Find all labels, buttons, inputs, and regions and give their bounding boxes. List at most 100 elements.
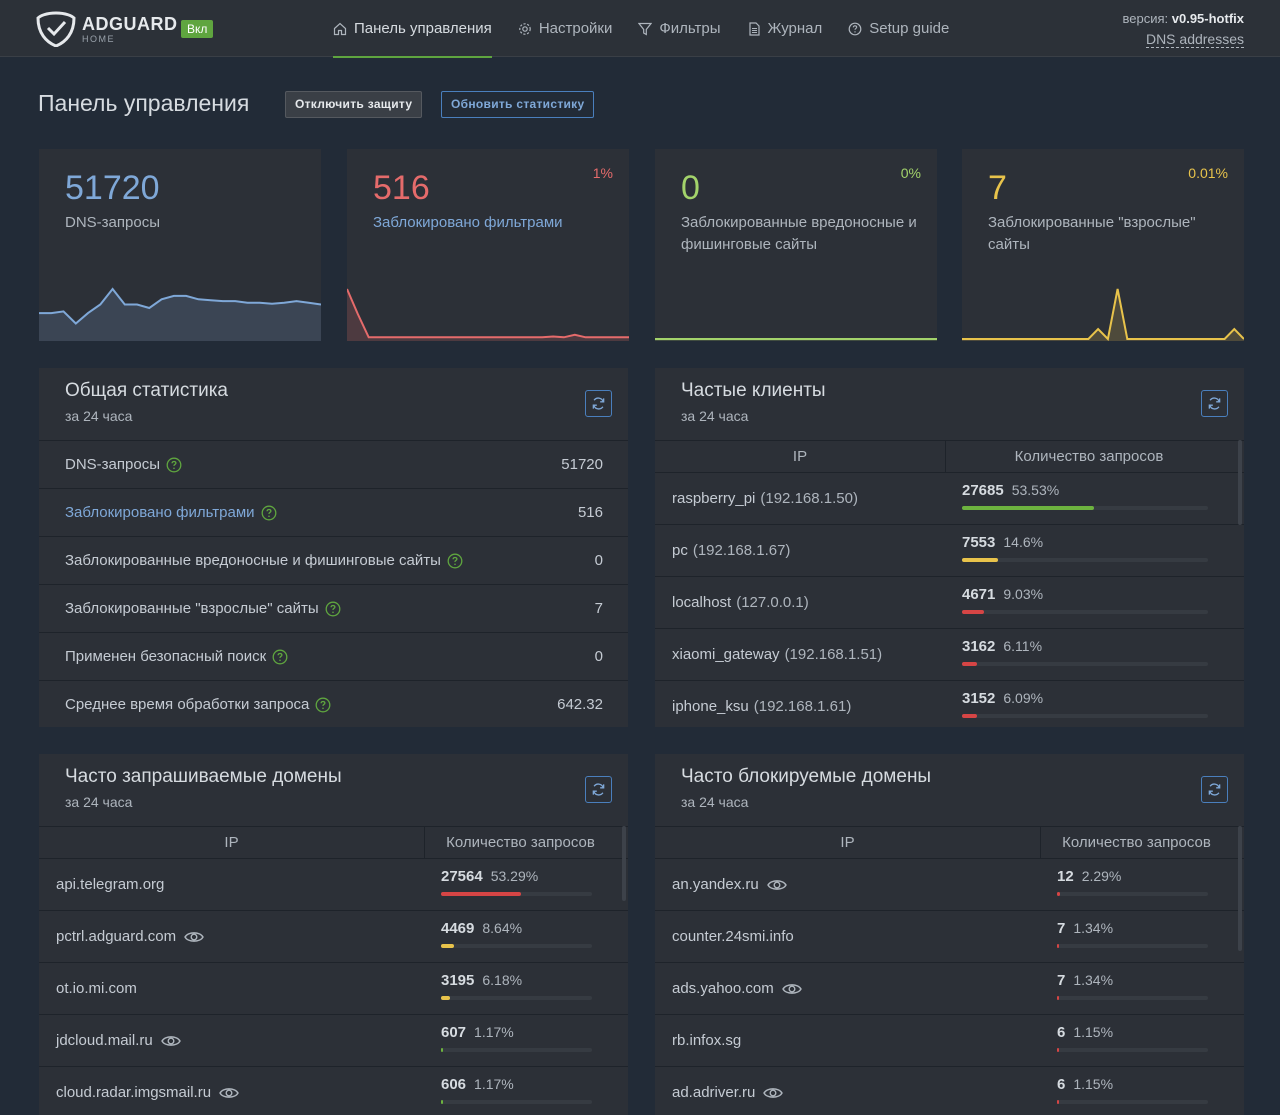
clients-table: IP Количество запросов raspberry_pi (192.16… <box>655 440 1244 727</box>
scrollbar[interactable] <box>622 826 626 901</box>
domain-name: rb.infox.sg <box>672 1032 742 1049</box>
domain-name: api.telegram.org <box>56 876 165 893</box>
progress-fill <box>962 610 984 614</box>
adguard-logo-icon[interactable] <box>36 11 76 47</box>
request-percent: 6.11% <box>1003 638 1043 654</box>
progress-track <box>962 610 1208 614</box>
general-stat-label: Заблокированные вредоносные и фишинговые… <box>65 552 595 569</box>
client-ip: (192.168.1.50) <box>760 490 858 507</box>
stat-sparkline <box>962 288 1244 341</box>
refresh-icon[interactable] <box>1201 776 1228 803</box>
table-cell-count: 27685 53.53% <box>946 473 1232 524</box>
progress-fill <box>1057 1048 1059 1052</box>
refresh-arrows-icon <box>592 397 605 410</box>
general-stat-label-text: DNS-запросы <box>65 456 160 473</box>
count-line: 27685 53.53% <box>962 482 1059 499</box>
sparkline-area <box>39 289 321 341</box>
brand-name: ADGUARD <box>82 14 178 34</box>
help-icon[interactable] <box>166 457 182 473</box>
eye-icon[interactable] <box>160 1034 181 1048</box>
stat-percent: 1% <box>592 165 613 181</box>
progress-fill <box>1057 892 1060 896</box>
refresh-icon[interactable] <box>585 776 612 803</box>
column-header-count[interactable]: Количество запросов <box>1062 834 1211 851</box>
column-header-count[interactable]: Количество запросов <box>1014 448 1164 465</box>
help-icon[interactable] <box>447 553 463 569</box>
eye-icon[interactable] <box>781 982 802 996</box>
table-row: ads.yahoo.com 7 1.34% <box>655 962 1244 1014</box>
nav-log[interactable]: Журнал <box>747 0 822 57</box>
scrollbar[interactable] <box>1238 440 1242 525</box>
refresh-arrows-icon <box>592 783 605 796</box>
table-row: ad.adriver.ru 6 1.15% <box>655 1066 1244 1115</box>
general-stat-value: 0 <box>594 552 603 569</box>
help-icon[interactable] <box>261 505 277 521</box>
nav-dashboard[interactable]: Панель управления <box>333 0 492 58</box>
progress-fill <box>962 714 977 718</box>
progress-track <box>962 558 1208 562</box>
eye-icon[interactable] <box>184 930 204 944</box>
column-header-ip[interactable]: IP <box>39 827 425 858</box>
client-ip: (192.168.1.51) <box>784 646 883 663</box>
progress-track <box>441 1100 592 1104</box>
eye-icon[interactable] <box>763 1086 784 1100</box>
table-cell-ip: api.telegram.org <box>39 859 425 910</box>
table-cell-ip: ad.adriver.ru <box>655 1067 1041 1115</box>
scrollbar[interactable] <box>1238 826 1242 951</box>
request-count: 27685 <box>962 482 1004 499</box>
request-percent: 8.64% <box>482 920 523 936</box>
request-count: 606 <box>441 1076 467 1093</box>
stat-label: Заблокированные вредоносные и фишинговые… <box>681 214 917 253</box>
refresh-icon[interactable] <box>1201 390 1228 417</box>
general-stat-row: Заблокированные вредоносные и фишинговые… <box>39 536 628 584</box>
stat-value: 7 <box>988 169 1007 207</box>
nav-settings[interactable]: Настройки <box>518 0 612 57</box>
general-stat-value: 0 <box>594 648 603 665</box>
nav-setup-guide[interactable]: Setup guide <box>848 0 949 57</box>
eye-icon[interactable] <box>766 878 787 892</box>
client-name: iphone_ksu <box>672 698 749 715</box>
general-stat-row: Заблокированные "взрослые" сайты 7 <box>39 584 628 632</box>
log-icon <box>748 21 760 36</box>
table-cell-ip: pctrl.adguard.com <box>39 911 425 962</box>
general-stat-label: Заблокированные "взрослые" сайты <box>65 600 595 617</box>
help-icon[interactable] <box>315 697 331 713</box>
sparkline-line <box>39 287 321 325</box>
column-header-ip[interactable]: IP <box>655 441 946 472</box>
count-line: 607 1.17% <box>441 1024 514 1041</box>
progress-fill <box>962 506 1094 510</box>
request-percent: 1.17% <box>474 1076 514 1092</box>
request-percent: 1.17% <box>474 1024 514 1040</box>
nav-filters[interactable]: Фильтры <box>638 0 721 57</box>
table-row: xiaomi_gateway (192.168.1.51) 3162 6.11% <box>655 628 1244 680</box>
client-name: raspberry_pi <box>672 490 756 507</box>
progress-fill <box>441 996 450 1000</box>
progress-fill <box>1057 996 1059 1000</box>
refresh-icon[interactable] <box>585 390 612 417</box>
disable-protection-button[interactable]: Отключить защиту <box>285 91 423 118</box>
help-icon[interactable] <box>325 601 341 617</box>
table-cell-count: 7 1.34% <box>1041 911 1232 962</box>
dns-addresses-link[interactable]: DNS addresses <box>1145 31 1244 48</box>
table-cell-ip: ads.yahoo.com <box>655 963 1041 1014</box>
general-stat-row: DNS-запросы 51720 <box>39 440 628 488</box>
client-name: localhost <box>672 594 732 611</box>
request-percent: 9.03% <box>1003 586 1044 602</box>
column-header-count[interactable]: Количество запросов <box>446 834 595 851</box>
refresh-statistics-button[interactable]: Обновить статистику <box>441 91 595 118</box>
request-percent: 6.09% <box>1003 690 1044 706</box>
table-header: IP Количество запросов <box>655 826 1244 858</box>
column-header-ip[interactable]: IP <box>655 827 1041 858</box>
request-count: 7 <box>1057 920 1066 937</box>
eye-icon[interactable] <box>219 1086 239 1100</box>
table-row: an.yandex.ru 12 2.29% <box>655 858 1244 910</box>
general-stat-label-text: Заблокировано фильтрами <box>65 504 255 521</box>
progress-fill <box>441 1100 443 1104</box>
progress-track <box>1057 1100 1208 1104</box>
help-icon[interactable] <box>272 649 288 665</box>
general-stat-value: 7 <box>594 600 603 617</box>
stat-card-blocked-malware: 0 Заблокированные вредоносные и фишингов… <box>655 149 937 341</box>
panel-subtitle: за 24 часа <box>681 408 749 424</box>
panel-subtitle: за 24 часа <box>65 408 133 424</box>
main-nav: Панель управления Настройки Фильтры Журн… <box>333 0 949 58</box>
